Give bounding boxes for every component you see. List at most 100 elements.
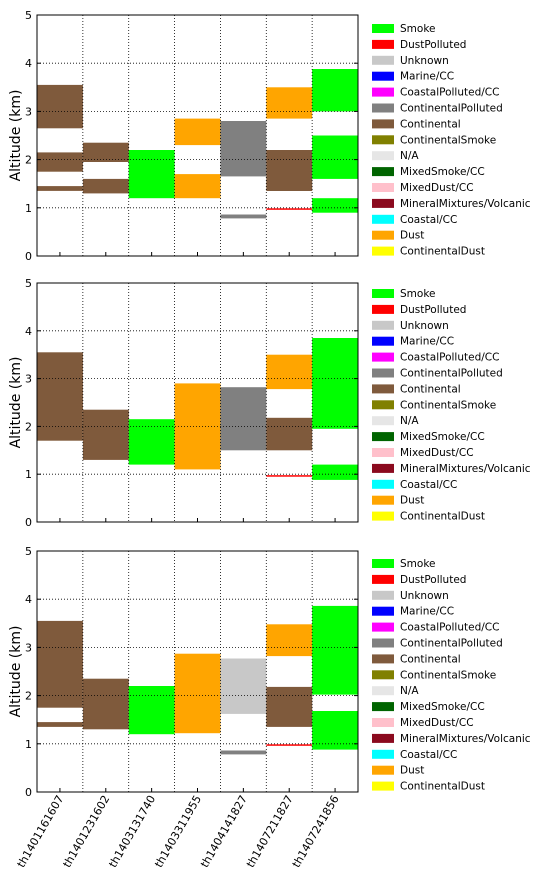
legend-swatch-smoke (372, 289, 394, 298)
layer-th1407211827-continental-8 (266, 686, 313, 727)
layer-th1407241856-smoke-13 (312, 198, 358, 213)
legend-label: DustPolluted (400, 574, 466, 586)
legend-swatch-dustpolluted (372, 304, 394, 314)
layer-th1404141827-continentalpolluted-4 (220, 387, 267, 451)
legend-swatch-n-a (372, 686, 394, 696)
chart-panel-1: 0 1 2 3 4 5 Altitude (km) Smoke DustPolluted Unkn… (8, 9, 531, 263)
legend-label: ContinentalPolluted (400, 368, 503, 380)
legend-swatch-mineralmixtures-volcanic (372, 463, 394, 473)
legend-label: Coastal/CC (400, 749, 457, 761)
legend-label: N/A (400, 685, 419, 697)
legend-label: CoastalPolluted/CC (400, 622, 499, 634)
layer-th1407211827-dust-12 (266, 87, 313, 119)
y-tick-label: 5 (25, 9, 32, 22)
layer-th1404141827-continentalpolluted-8 (220, 214, 267, 219)
legend-label: DustPolluted (400, 39, 466, 51)
legend-label: MineralMixtures/Volcanic (400, 463, 531, 475)
legend-label: ContinentalSmoke (400, 134, 496, 146)
legend-label: Unknown (400, 320, 449, 332)
y-axis-label: Altitude (km) (8, 626, 24, 718)
x-tick-label: th1407241856 (290, 793, 342, 870)
legend-label: ContinentalDust (400, 511, 485, 523)
legend-swatch-continentaldust (372, 246, 394, 256)
legend-swatch-coastal-cc (372, 214, 394, 224)
legend-label: Continental (400, 383, 461, 395)
legend-swatch-marine-cc (372, 606, 394, 616)
legend-swatch-unknown (372, 320, 394, 330)
layer-th1407241856-smoke-9 (312, 338, 358, 429)
legend-label: MineralMixtures/Volcanic (400, 198, 531, 210)
x-tick-label: th1403131740 (106, 793, 158, 870)
y-tick-label: 2 (25, 154, 32, 167)
y-tick-label: 2 (25, 420, 32, 433)
y-tick-label: 1 (25, 738, 32, 751)
legend-swatch-dust (372, 230, 394, 240)
legend-swatch-continentalpolluted (372, 638, 394, 648)
legend-swatch-dustpolluted (372, 574, 394, 584)
legend-label: N/A (400, 150, 419, 162)
legend-swatch-continentalsmoke (372, 135, 394, 145)
legend: Smoke DustPolluted Unknown Marine/CC Coastal… (372, 23, 531, 258)
layer-th1401231602-continental-1 (82, 409, 129, 460)
legend-swatch-continental (372, 654, 394, 664)
layer-th1407211827-dustpolluted-7 (266, 744, 313, 746)
y-tick-label: 0 (25, 250, 32, 263)
y-tick-label: 3 (25, 641, 32, 654)
y-tick-label: 0 (25, 786, 32, 799)
legend-label: CoastalPolluted/CC (400, 87, 499, 99)
legend-label: ContinentalDust (400, 246, 485, 258)
layer-th1407211827-continental-11 (266, 150, 313, 191)
y-tick-label: 4 (25, 593, 32, 606)
legend-label: ContinentalSmoke (400, 669, 496, 681)
x-tick-label: th1404141827 (198, 793, 250, 870)
legend-label: MixedDust/CC (400, 182, 474, 194)
x-tick-label: th1407211827 (244, 793, 296, 870)
legend-swatch-marine-cc (372, 336, 394, 346)
y-tick-label: 1 (25, 468, 32, 481)
legend-swatch-continentaldust (372, 511, 394, 521)
legend-swatch-mineralmixtures-volcanic (372, 198, 394, 208)
layer-th1401231602-continental-3 (82, 178, 129, 194)
legend-swatch-dust (372, 495, 394, 505)
chart-panel-3: 0 1 2 3 4 5 Altitude (km) th1401161607th1401231… (8, 545, 531, 870)
legend: Smoke DustPolluted Unknown Marine/CC Coastal… (372, 288, 531, 523)
legend-swatch-continental (372, 384, 394, 394)
layer-th1403311955-dust-6 (174, 174, 221, 199)
layer-th1401161607-continental-0 (37, 186, 83, 191)
legend-label: ContinentalDust (400, 781, 485, 793)
legend-label: ContinentalSmoke (400, 399, 496, 411)
legend-swatch-dust (372, 765, 394, 775)
legend-swatch-n-a (372, 151, 394, 161)
layer-th1403311955-dust-7 (174, 118, 221, 146)
layer-th1407211827-dust-9 (266, 624, 313, 657)
layer-th1403131740-smoke-5 (128, 150, 175, 199)
legend-label: MixedDust/CC (400, 447, 474, 459)
layer-th1401161607-continental-0 (37, 722, 83, 727)
layer-th1407241856-smoke-14 (312, 135, 358, 179)
legend-label: ContinentalPolluted (400, 103, 503, 115)
layer-th1407241856-smoke-15 (312, 69, 358, 112)
legend-swatch-unknown (372, 55, 394, 65)
legend-swatch-coastalpolluted-cc (372, 622, 394, 632)
legend-swatch-coastal-cc (372, 479, 394, 489)
legend-swatch-mixeddust-cc (372, 448, 394, 457)
layer-th1407241856-smoke-8 (312, 464, 358, 480)
legend-label: MixedSmoke/CC (400, 431, 485, 443)
legend-label: DustPolluted (400, 304, 466, 316)
y-axis-label: Altitude (km) (8, 357, 24, 449)
layer-th1407241856-smoke-10 (312, 711, 358, 750)
legend-label: Dust (400, 765, 424, 777)
legend-label: Unknown (400, 55, 449, 67)
y-tick-label: 3 (25, 373, 32, 386)
legend-swatch-coastalpolluted-cc (372, 352, 394, 362)
layer-th1403311955-dust-3 (174, 383, 221, 470)
chart-panel-2: 0 1 2 3 4 5 Altitude (km) Smoke DustPolluted Unkn… (8, 277, 531, 529)
legend-label: MixedSmoke/CC (400, 701, 485, 713)
y-tick-label: 5 (25, 277, 32, 290)
y-tick-label: 4 (25, 325, 32, 338)
legend-swatch-coastalpolluted-cc (372, 87, 394, 97)
legend-swatch-marine-cc (372, 71, 394, 81)
layer-th1401161607-continental-1 (37, 620, 83, 708)
y-tick-label: 5 (25, 545, 32, 558)
